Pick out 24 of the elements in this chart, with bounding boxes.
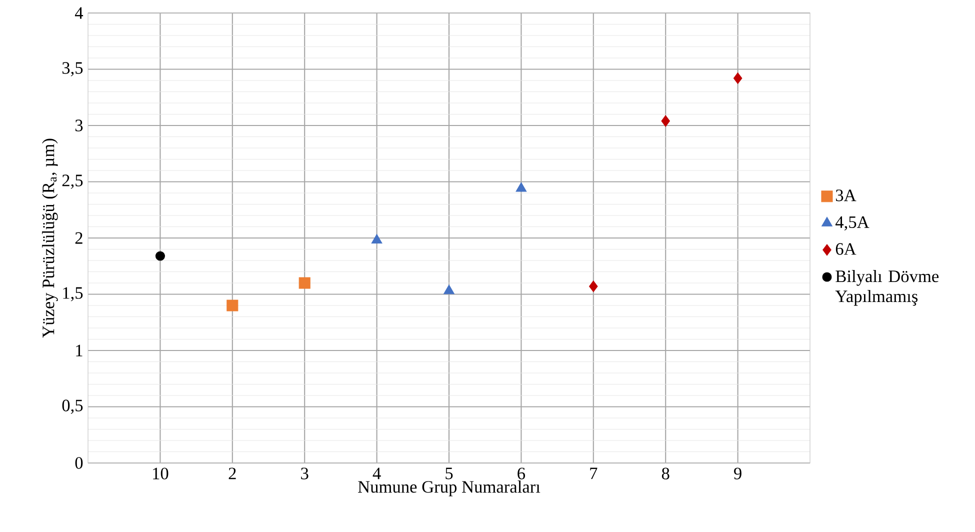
x-tick-label: 8 [662, 468, 670, 480]
y-tick-label: 3 [75, 120, 83, 132]
y-tick-label: 0,5 [62, 400, 83, 414]
x-tick-label: 4 [372, 468, 381, 480]
x-tick-label: 7 [590, 468, 598, 480]
x-tick-label: 10 [153, 468, 168, 480]
y-axis-title: Yüzey Pürüzlülüğü (R$_{a}$, µm) [42, 138, 58, 338]
y-tick-label: 2 [75, 232, 82, 244]
x-tick-label: 2 [228, 468, 236, 480]
legend-label: 4,5A [835, 216, 870, 231]
x-tick-label: 3 [301, 468, 308, 480]
x-axis-title: Numune Grup Numaraları [358, 480, 540, 496]
legend-label: 6A [836, 243, 856, 255]
x-tick-label: 9 [734, 468, 742, 480]
y-tick-label: 1,5 [63, 287, 83, 302]
y-tick-label: 0 [75, 457, 83, 469]
legend-label: Bilyalı Dövme Yapılmamış [835, 270, 939, 306]
y-tick-label: 1 [76, 344, 82, 356]
x-tick-label: 5 [446, 468, 453, 480]
y-tick-label: 3,5 [62, 62, 83, 76]
y-tick-label: 4 [74, 7, 84, 19]
y-tick-label: 2,5 [62, 174, 83, 189]
legend-label: 3A [836, 190, 856, 202]
x-tick-label: 6 [518, 468, 526, 480]
